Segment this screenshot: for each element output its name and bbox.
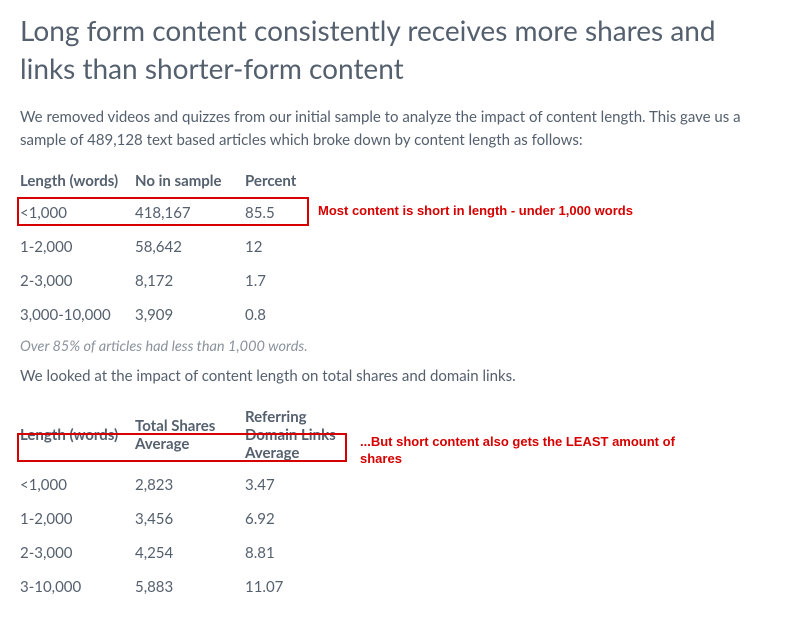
table-cell: 5,883 [135,570,245,604]
article-title: Long form content consistently receives … [20,12,777,88]
col-header: Total Shares Average [135,406,245,468]
intro-paragraph: We removed videos and quizzes from our i… [20,106,777,153]
table-cell: 8.81 [245,536,345,570]
table-row: <1,000418,16785.5 [20,196,310,230]
col-header: Length (words) [20,170,135,196]
annotation-1: Most content is short in length - under … [318,203,718,219]
table-header-row: Length (words) No in sample Percent [20,170,310,196]
table1-body: <1,000418,16785.51-2,00058,642122-3,0008… [20,196,310,332]
table2-wrap: Length (words) Total Shares Average Refe… [20,406,777,604]
table-cell: 4,254 [135,536,245,570]
table-cell: 3-10,000 [20,570,135,604]
table-cell: 3,909 [135,298,245,332]
annotation-2: ...But short content also gets the LEAST… [360,434,680,467]
table-row: 1-2,00058,64212 [20,230,310,264]
table-cell: 3.47 [245,468,345,502]
table-cell: 2-3,000 [20,536,135,570]
table-cell: 1-2,000 [20,502,135,536]
table-cell: 3,000-10,000 [20,298,135,332]
table2-body: <1,0002,8233.471-2,0003,4566.922-3,0004,… [20,468,345,604]
table-cell: 8,172 [135,264,245,298]
table-row: 3,000-10,0003,9090.8 [20,298,310,332]
table-cell: 6.92 [245,502,345,536]
table-cell: 1.7 [245,264,310,298]
table-header-row: Length (words) Total Shares Average Refe… [20,406,345,468]
table-row: <1,0002,8233.47 [20,468,345,502]
col-header: Referring Domain Links Average [245,406,345,468]
table-row: 3-10,0005,88311.07 [20,570,345,604]
table-cell: 12 [245,230,310,264]
table-cell: <1,000 [20,196,135,230]
table-cell: 3,456 [135,502,245,536]
table-cell: 0.8 [245,298,310,332]
table-row: 1-2,0003,4566.92 [20,502,345,536]
table-cell: <1,000 [20,468,135,502]
table-cell: 2-3,000 [20,264,135,298]
length-shares-table: Length (words) Total Shares Average Refe… [20,406,345,604]
table-cell: 85.5 [245,196,310,230]
table-cell: 1-2,000 [20,230,135,264]
table-cell: 2,823 [135,468,245,502]
length-sample-table: Length (words) No in sample Percent <1,0… [20,170,310,332]
table-row: 2-3,0004,2548.81 [20,536,345,570]
table1-caption: Over 85% of articles had less than 1,000… [20,338,777,355]
table-cell: 58,642 [135,230,245,264]
article-excerpt: Long form content consistently receives … [0,0,797,628]
table-cell: 11.07 [245,570,345,604]
col-header: No in sample [135,170,245,196]
col-header: Percent [245,170,310,196]
col-header: Length (words) [20,406,135,468]
table-row: 2-3,0008,1721.7 [20,264,310,298]
table-cell: 418,167 [135,196,245,230]
table1-wrap: Length (words) No in sample Percent <1,0… [20,170,777,332]
mid-paragraph: We looked at the impact of content lengt… [20,365,777,388]
